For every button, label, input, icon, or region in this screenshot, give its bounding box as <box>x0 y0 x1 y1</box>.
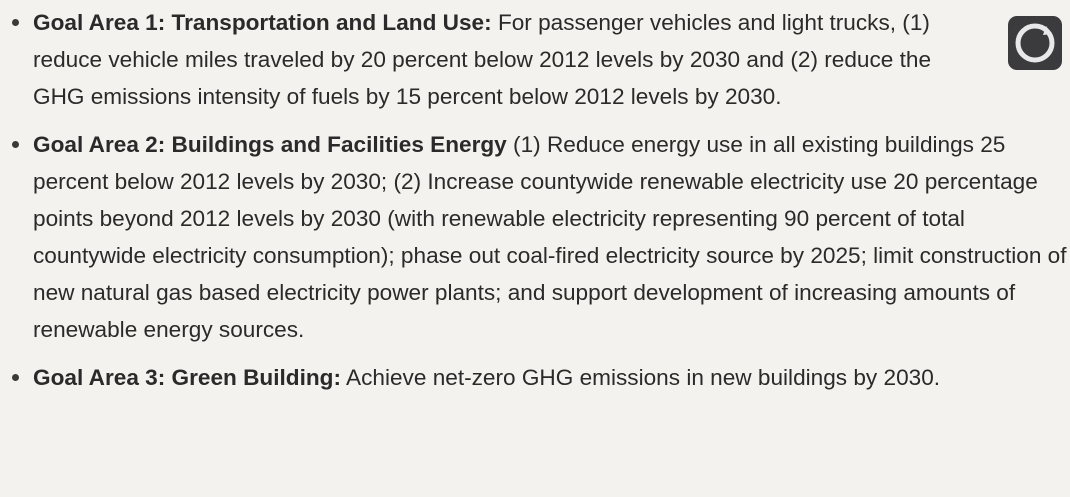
goal-list: Goal Area 1: Transportation and Land Use… <box>0 4 1068 407</box>
goal-label: Goal Area 3: Green Building: <box>33 365 341 390</box>
goal-item: Goal Area 2: Buildings and Facilities En… <box>0 126 1068 348</box>
goal-label: Goal Area 2: Buildings and Facilities En… <box>33 132 507 157</box>
goal-text: For passenger vehicles and light trucks,… <box>33 10 932 109</box>
goal-text: Achieve net-zero GHG emissions in new bu… <box>346 365 941 390</box>
goal-icon <box>1008 16 1062 70</box>
goal-label: Goal Area 1: Transportation and Land Use… <box>33 10 492 35</box>
goal-item: Goal Area 3: Green Building: Achieve net… <box>0 359 1023 396</box>
goal-item: Goal Area 1: Transportation and Land Use… <box>0 4 963 115</box>
goal-text: (1) Reduce energy use in all existing bu… <box>33 132 1067 342</box>
